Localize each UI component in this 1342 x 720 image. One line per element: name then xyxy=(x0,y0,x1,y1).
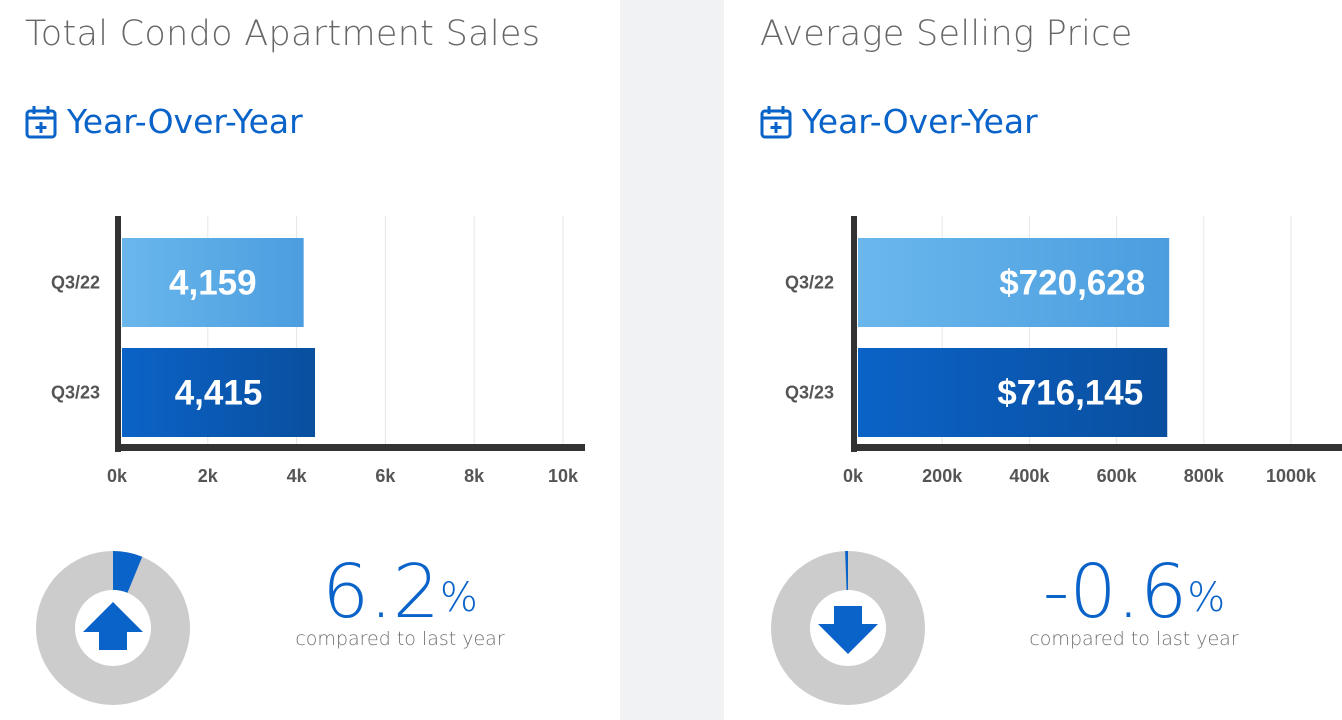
x-axis xyxy=(115,444,585,451)
category-label: Q3/23 xyxy=(51,383,100,403)
data-label: $720,628 xyxy=(999,264,1145,303)
bar xyxy=(122,348,316,437)
panel-condo-sales: Total Condo Apartment Sales Year-Over-Ye… xyxy=(0,0,620,720)
data-label: 4,159 xyxy=(169,264,257,303)
x-tick-label: 2k xyxy=(198,466,219,486)
donut-segment xyxy=(113,551,143,593)
x-tick-label: 1000k xyxy=(1266,466,1317,486)
x-tick-label: 0k xyxy=(843,466,864,486)
panel-title: Total Condo Apartment Sales xyxy=(25,14,541,54)
percent-sign: % xyxy=(439,575,478,621)
data-label: $716,145 xyxy=(997,374,1143,413)
change-donut xyxy=(36,551,190,705)
arrow-up-icon xyxy=(83,602,143,650)
y-axis xyxy=(851,216,857,452)
panel-average-price: Average Selling Price Year-Over-Year Q3/… xyxy=(724,0,1342,720)
x-tick-label: 4k xyxy=(287,466,308,486)
percent-change-value: -0.6 xyxy=(1042,549,1188,635)
bar xyxy=(858,238,1170,327)
x-tick-label: 400k xyxy=(1009,466,1050,486)
category-label: Q3/22 xyxy=(785,273,834,293)
calendar-plus-icon xyxy=(25,105,57,138)
year-over-year-label: Year-Over-Year xyxy=(67,102,303,141)
year-over-year-heading: Year-Over-Year xyxy=(760,102,1038,141)
panel-title: Average Selling Price xyxy=(760,14,1133,54)
data-label: 4,415 xyxy=(175,374,263,413)
percent-sign: % xyxy=(1187,575,1226,621)
bar xyxy=(122,238,304,327)
year-over-year-heading: Year-Over-Year xyxy=(25,102,303,141)
percent-change-caption: compared to last year xyxy=(295,628,505,650)
y-axis xyxy=(115,216,121,452)
change-donut xyxy=(771,551,925,705)
percent-change-value: 6.2 xyxy=(322,549,440,635)
percent-change-caption: compared to last year xyxy=(1029,628,1239,650)
x-tick-label: 800k xyxy=(1184,466,1225,486)
calendar-plus-icon xyxy=(760,105,792,138)
bar-chart-average-price: Q3/22 $720,628 Q3/23 $716,145 0k 200k 400k 600k… xyxy=(785,216,1342,486)
arrow-down-icon xyxy=(818,606,878,654)
percent-change: 6.2% compared to last year xyxy=(280,548,520,650)
bar-chart-condo-sales: Q3/22 4,159 Q3/23 4,415 0k 2k 4k 6k 8k 10k xyxy=(51,216,585,486)
category-label: Q3/22 xyxy=(51,273,100,293)
donut-segment xyxy=(845,551,848,591)
x-tick-label: 8k xyxy=(464,466,485,486)
x-axis xyxy=(851,444,1342,451)
x-tick-label: 200k xyxy=(922,466,963,486)
percent-change: -0.6% compared to last year xyxy=(1014,548,1254,650)
x-tick-label: 0k xyxy=(107,466,128,486)
x-tick-label: 6k xyxy=(375,466,396,486)
x-tick-label: 10k xyxy=(548,466,579,486)
x-tick-label: 600k xyxy=(1097,466,1138,486)
panel-divider xyxy=(620,0,724,720)
year-over-year-label: Year-Over-Year xyxy=(802,102,1038,141)
category-label: Q3/23 xyxy=(785,383,834,403)
bar xyxy=(858,348,1168,437)
